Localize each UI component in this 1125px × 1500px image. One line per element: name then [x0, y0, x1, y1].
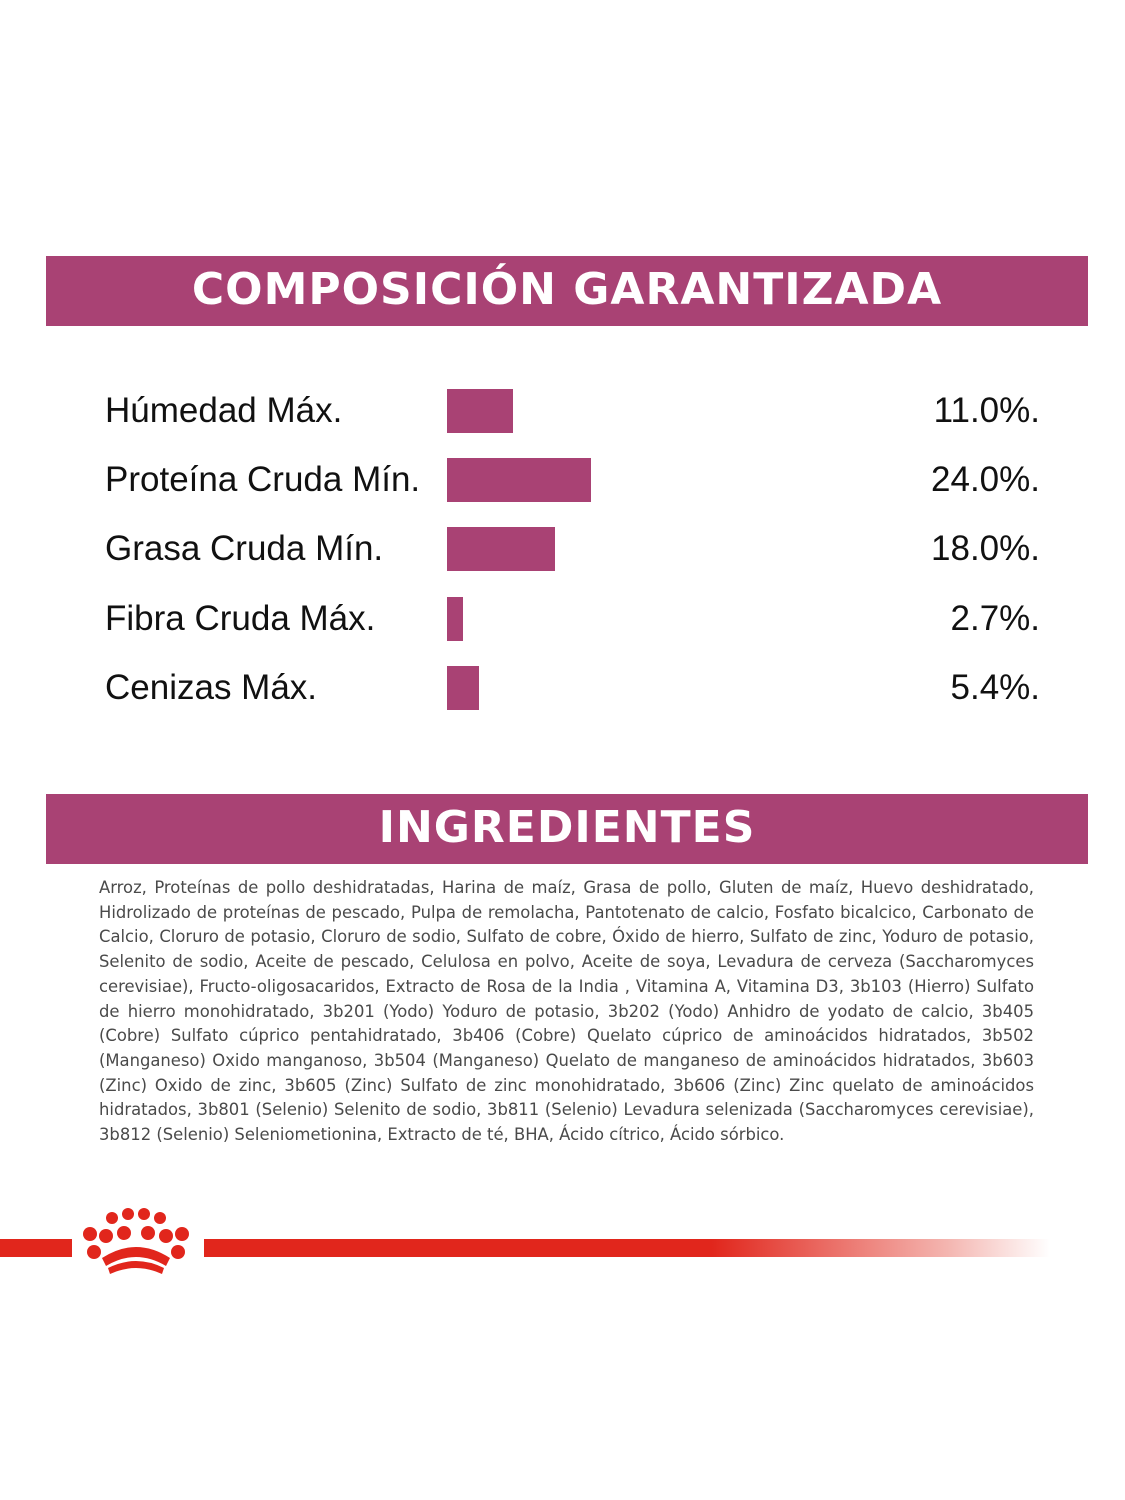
ingredients-list: Arroz, Proteínas de pollo deshidratadas,… — [99, 878, 1034, 1145]
row-label: Húmedad Máx. — [105, 391, 343, 430]
ingredients-header: INGREDIENTES — [46, 794, 1088, 864]
row-label: Fibra Cruda Máx. — [105, 599, 376, 638]
brand-stripe-right — [204, 1239, 1050, 1257]
composition-title: COMPOSICIÓN GARANTIZADA — [191, 263, 943, 315]
composition-row-cenizas: Cenizas Máx. 5.4%. — [105, 666, 1040, 710]
composition-row-fibra: Fibra Cruda Máx. 2.7%. — [105, 597, 1040, 641]
composition-row-humedad: Húmedad Máx. 11.0%. — [105, 389, 1040, 433]
row-bar — [447, 527, 555, 571]
row-value: 11.0%. — [933, 391, 1040, 430]
composition-row-proteina: Proteína Cruda Mín. 24.0%. — [105, 458, 1040, 502]
ingredients-title: INGREDIENTES — [378, 801, 756, 853]
brand-stripe-left — [0, 1239, 72, 1257]
row-label: Grasa Cruda Mín. — [105, 529, 384, 568]
row-value: 2.7%. — [950, 599, 1041, 638]
row-value: 24.0%. — [931, 460, 1040, 499]
composition-row-grasa: Grasa Cruda Mín. 18.0%. — [105, 527, 1040, 571]
row-value: 18.0%. — [931, 529, 1040, 568]
royal-canin-crown-icon — [83, 1208, 189, 1274]
row-label: Proteína Cruda Mín. — [105, 460, 421, 499]
row-label: Cenizas Máx. — [105, 668, 318, 707]
row-bar — [447, 666, 480, 710]
row-value: 5.4%. — [950, 668, 1041, 707]
composition-header: COMPOSICIÓN GARANTIZADA — [46, 256, 1088, 326]
row-bar — [447, 597, 464, 641]
row-bar — [447, 458, 591, 502]
row-bar — [447, 389, 513, 433]
